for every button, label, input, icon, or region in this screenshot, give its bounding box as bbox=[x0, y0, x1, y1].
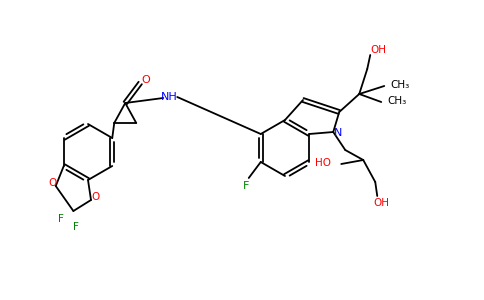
Text: O: O bbox=[142, 75, 151, 85]
Text: CH₃: CH₃ bbox=[388, 96, 407, 106]
Text: F: F bbox=[74, 222, 79, 232]
Text: CH₃: CH₃ bbox=[391, 80, 410, 90]
Text: F: F bbox=[242, 181, 249, 191]
Text: OH: OH bbox=[370, 45, 386, 55]
Text: O: O bbox=[48, 178, 57, 188]
Text: OH: OH bbox=[373, 198, 389, 208]
Text: O: O bbox=[92, 192, 100, 202]
Text: N: N bbox=[334, 128, 343, 138]
Text: NH: NH bbox=[161, 92, 178, 102]
Text: HO: HO bbox=[315, 158, 331, 168]
Text: F: F bbox=[59, 214, 64, 224]
